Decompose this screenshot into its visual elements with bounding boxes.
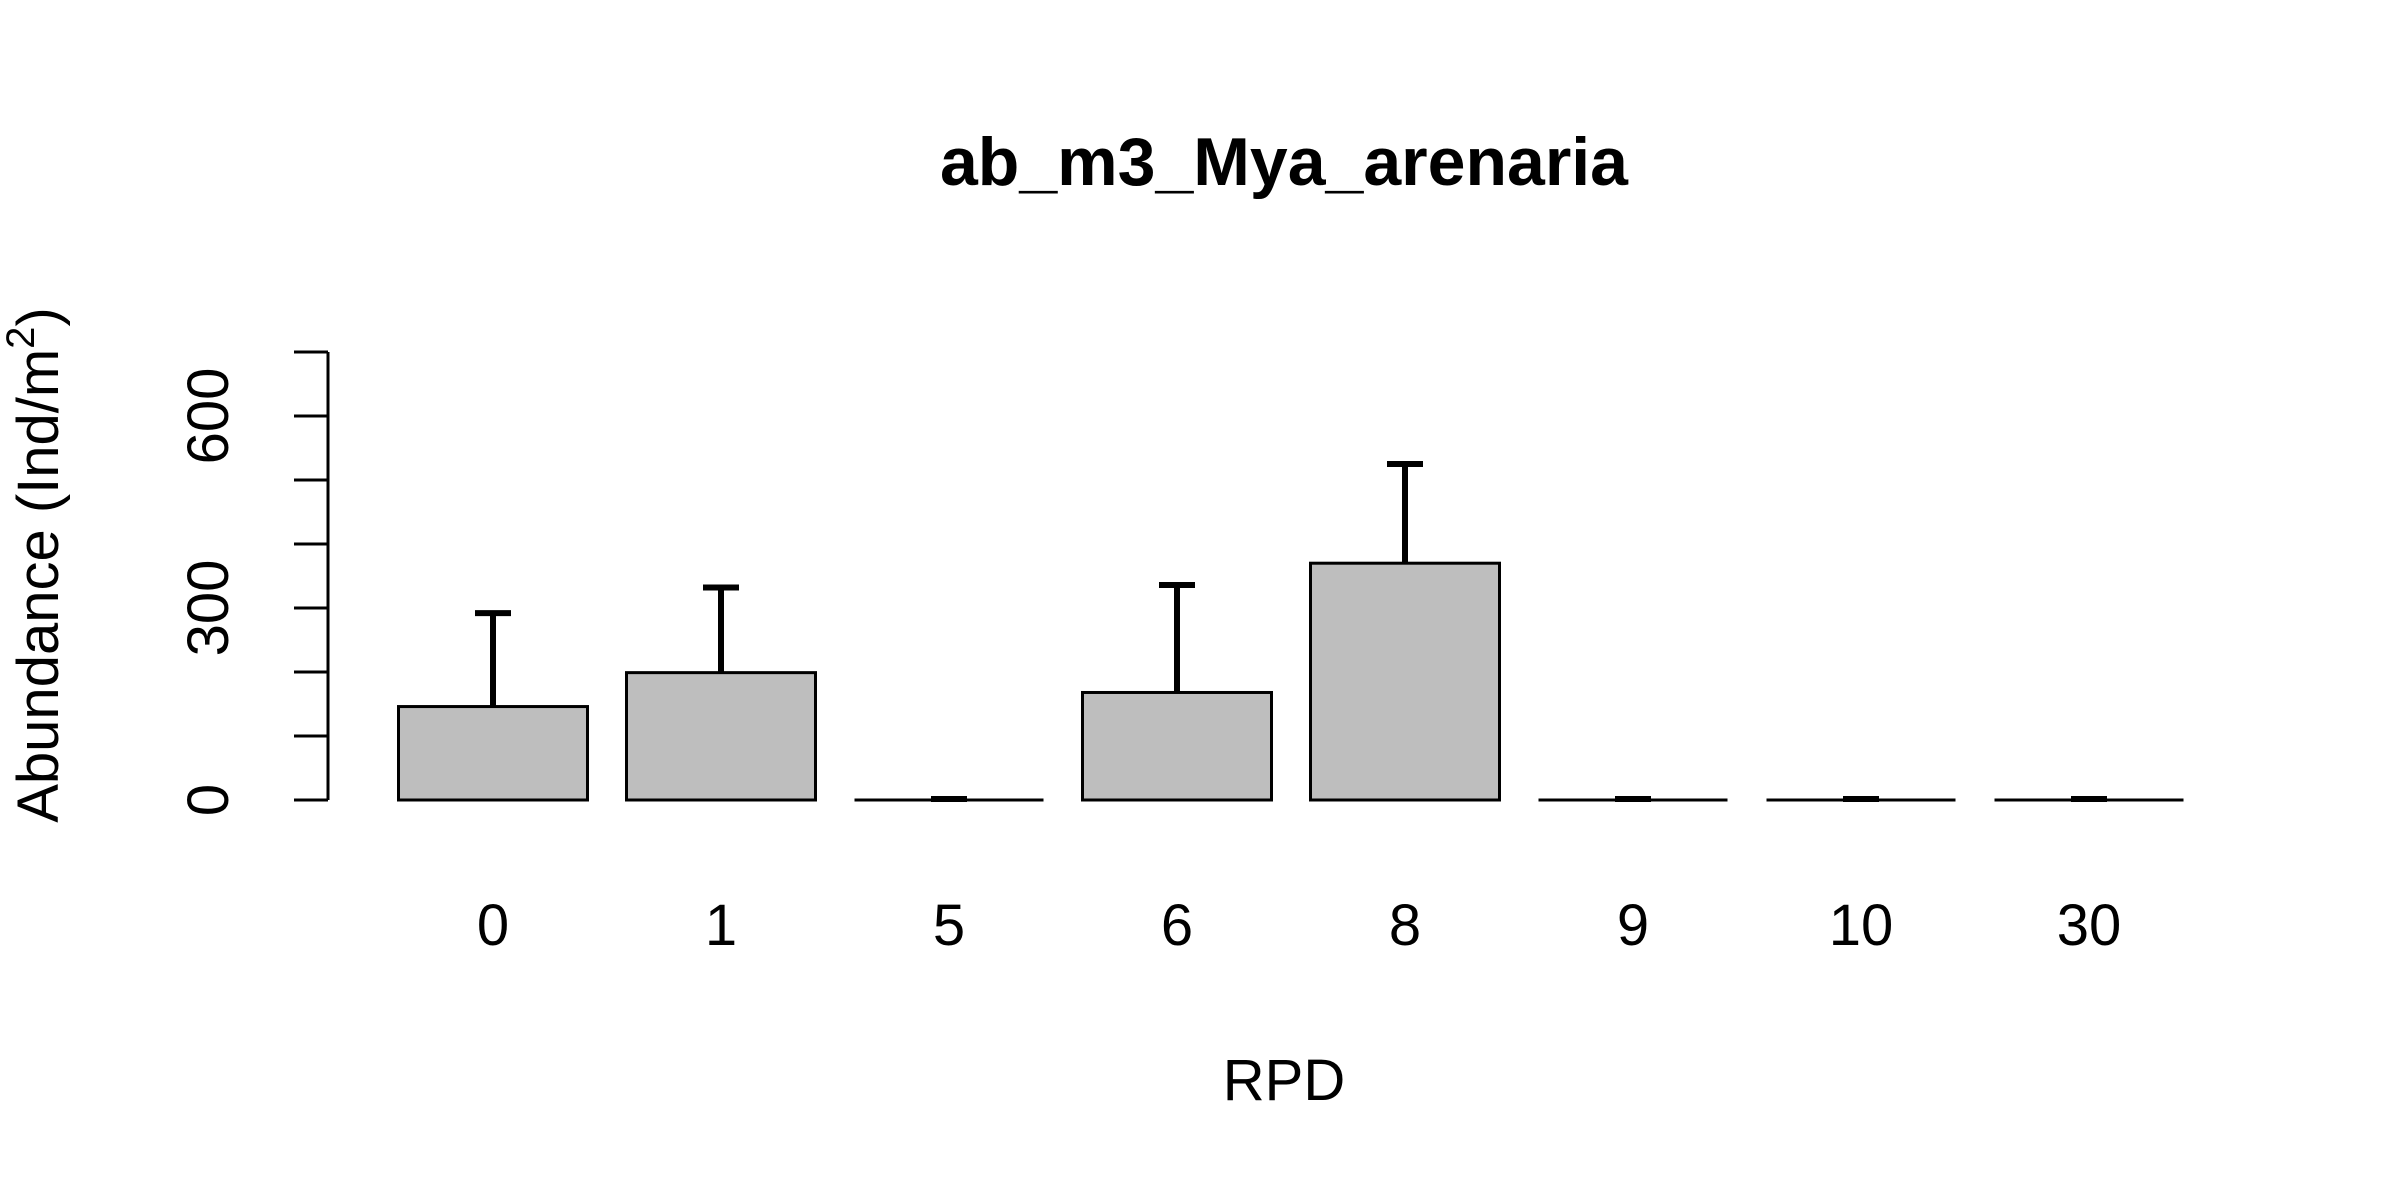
bar-6 [1081, 690, 1273, 802]
x-tick-label-10: 10 [1829, 893, 1894, 958]
bar-1 [625, 671, 817, 802]
x-axis-label: RPD [1223, 1048, 1345, 1113]
x-tick-label-5: 5 [933, 893, 965, 958]
y-axis-label-main: Abundance (Ind/m [6, 349, 71, 823]
y-axis-label: Abundance (Ind/m2) [0, 307, 71, 823]
y-tick-label: 0 [176, 784, 241, 816]
bars [397, 461, 2184, 802]
chart-title: ab_m3_Mya_arenaria [940, 124, 1629, 200]
x-tick-label-1: 1 [705, 893, 737, 958]
y-tick-label: 600 [176, 368, 241, 465]
x-tick-label-6: 6 [1161, 893, 1193, 958]
y-axis-label-superscript: 2 [0, 327, 43, 349]
y-axis-label-close: ) [6, 307, 71, 326]
x-tick-label-9: 9 [1617, 893, 1649, 958]
y-axis: 0 300 600 [176, 350, 330, 816]
x-tick-label-0: 0 [477, 893, 509, 958]
bar-8 [1309, 561, 1501, 802]
x-tick-label-8: 8 [1389, 893, 1421, 958]
x-tick-labels: 0 1 5 6 8 9 10 30 [477, 893, 2121, 958]
x-tick-label-30: 30 [2057, 893, 2122, 958]
bar-0 [397, 705, 589, 802]
y-tick-label: 300 [176, 560, 241, 657]
